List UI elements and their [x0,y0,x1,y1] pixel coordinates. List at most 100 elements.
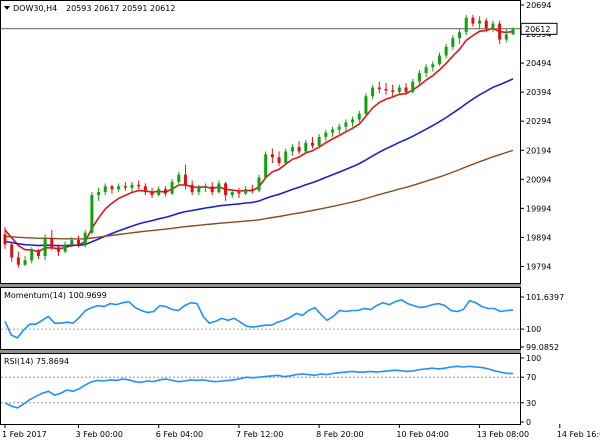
candle [391,84,395,97]
candle-body [204,186,208,188]
candle-body [411,81,415,92]
rsi-line [4,365,513,409]
panel-separator[interactable] [0,350,521,353]
panel-separator[interactable] [0,284,521,287]
dropdown-arrow-icon[interactable] [4,6,10,10]
candle-body [170,181,174,194]
candle-body [484,20,488,28]
price-tick-label: 20094 [526,175,551,184]
candle-body [504,34,508,40]
candle [290,144,294,156]
momentum-tick-label: 99.0852 [526,343,559,352]
candle [498,20,502,44]
candle [77,235,81,248]
candle [404,83,408,95]
rsi-plot [1,365,520,409]
candle-body [210,186,214,193]
candle [150,187,154,198]
momentum-line [4,298,514,339]
candle-body [110,186,114,190]
candle-body [50,238,54,248]
candle [170,179,174,196]
candle [3,226,7,249]
ma-slow-line [4,149,514,240]
candle [244,186,248,196]
candle [471,14,475,27]
candle [284,148,288,165]
rsi-tick-label: 0 [526,418,531,427]
time-tick-label: 14 Feb 16:00 [557,430,600,439]
candle [364,93,368,116]
candle [204,183,208,193]
candle-body [377,87,381,89]
candle-body [177,174,181,182]
axis-labels: 2069420594204942039420294201942009419994… [2,1,600,439]
candle [417,70,421,85]
candle-body [90,195,94,233]
price-tick-label: 20294 [526,117,551,126]
ma-mid-line [4,78,514,247]
candle-body [290,147,294,152]
candle [317,133,321,149]
candle [183,164,187,190]
candle [110,184,114,194]
candle-body [230,192,234,196]
time-tick-label: 1 Feb 2017 [2,430,47,439]
time-tick-label: 3 Feb 00:00 [76,430,123,439]
price-tick-label: 20394 [526,88,551,97]
candle-body [77,240,81,245]
candle-body [444,46,448,56]
current-price-label: 20612 [525,25,550,34]
momentum-tick-label: 100 [526,325,541,334]
price-tick-label: 19794 [526,262,551,271]
candle [458,29,462,44]
candle [97,187,101,201]
candle-body [471,17,475,24]
candle-body [337,126,341,130]
candle [123,181,127,191]
candle-body [70,240,74,245]
candle-body [23,260,27,265]
candle [30,247,34,264]
candle-body [310,142,314,146]
candle-body [284,151,288,164]
candle-body [424,67,428,73]
candle-body [217,183,221,193]
candle-body [183,174,187,185]
momentum-panel-frame [0,287,521,350]
candle [237,187,241,198]
candle [377,81,381,94]
rsi-title: RSI(14) 75.8694 [4,357,69,366]
candle-body [224,183,228,196]
ohlc-readout: 20593 20617 20591 20612 [66,4,175,13]
candle-body [257,177,261,191]
price-tick-label: 20694 [526,1,551,10]
candle-body [150,192,154,196]
candle [331,126,335,137]
candle-body [351,119,355,123]
candle-body [498,23,502,40]
candle [43,234,47,261]
candle [351,116,355,127]
symbol-title: DOW30,H4 [13,4,57,13]
candle [130,181,134,193]
candle [157,186,161,197]
candle-body [270,154,274,158]
candle [478,16,482,30]
candle-body [264,154,268,178]
candle [230,189,234,198]
candle-body [130,184,134,188]
candle [117,183,121,193]
candle-body [297,147,301,152]
candle-body [364,96,368,114]
candle [424,64,428,78]
candle-body [117,186,121,190]
candle-body [143,186,147,193]
candle-body [63,244,67,252]
candle [224,181,228,201]
candle [270,148,274,164]
candle-body [190,184,194,193]
candle-body [324,132,328,137]
